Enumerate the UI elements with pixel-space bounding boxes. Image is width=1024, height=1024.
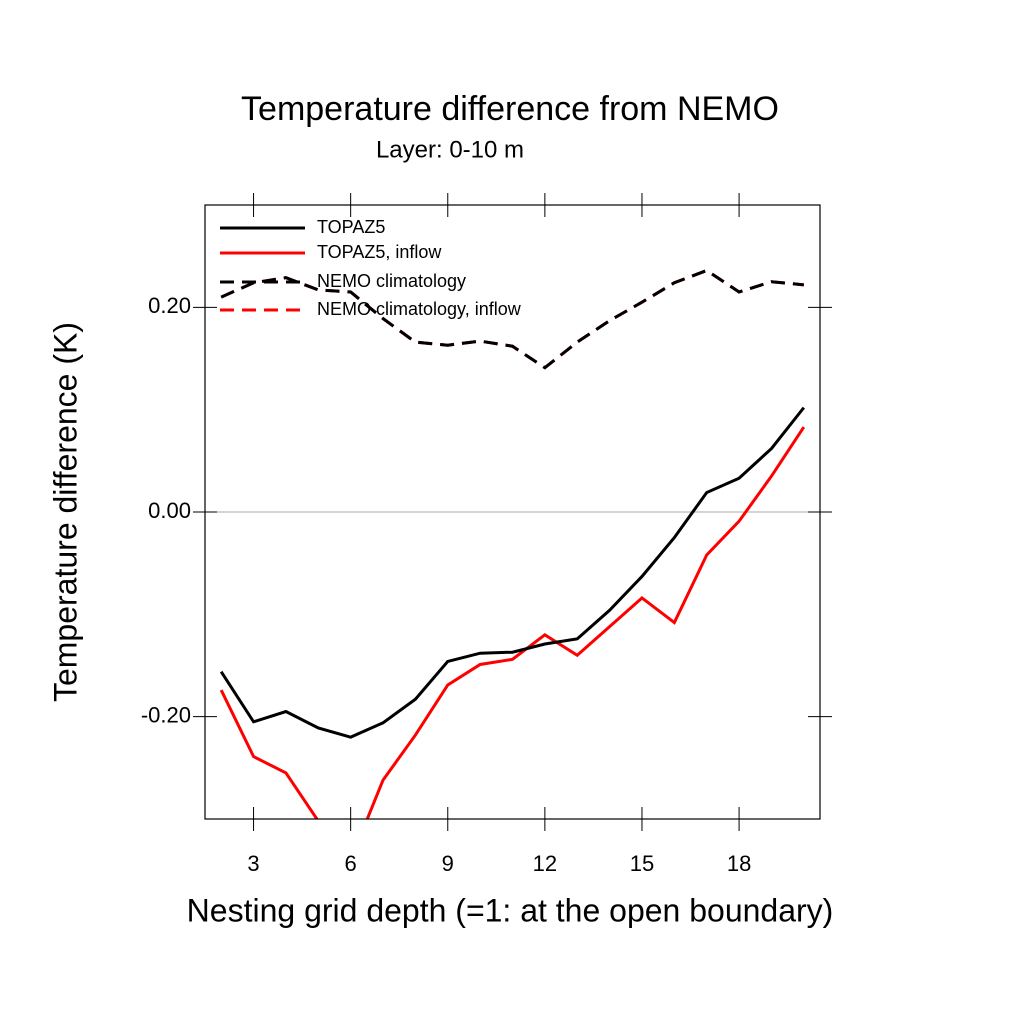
y-tick-label: -0.20 — [141, 702, 191, 727]
y-axis-label: Temperature difference (K) — [47, 322, 83, 702]
x-tick-label: 18 — [727, 851, 751, 876]
plot-area — [205, 268, 820, 819]
x-tick-label: 3 — [247, 851, 259, 876]
legend-label: NEMO climatology — [317, 271, 466, 291]
series-line — [219, 426, 806, 819]
chart-title: Temperature difference from NEMO — [241, 90, 779, 128]
series-line — [219, 406, 805, 739]
x-tick-label: 6 — [345, 851, 357, 876]
y-tick-label: 0.00 — [148, 498, 191, 523]
x-tick-label: 9 — [442, 851, 454, 876]
y-tick-label: 0.20 — [148, 293, 191, 318]
legend-label: TOPAZ5, inflow — [317, 242, 442, 262]
x-tick-label: 15 — [630, 851, 654, 876]
x-tick-label: 12 — [533, 851, 557, 876]
legend-label: TOPAZ5 — [317, 217, 385, 237]
series-line — [220, 268, 804, 370]
chart-subtitle: Layer: 0-10 m — [376, 136, 524, 163]
legend-label: NEMO climatology, inflow — [317, 299, 522, 319]
x-axis-label: Nesting grid depth (=1: at the open boun… — [187, 892, 834, 928]
